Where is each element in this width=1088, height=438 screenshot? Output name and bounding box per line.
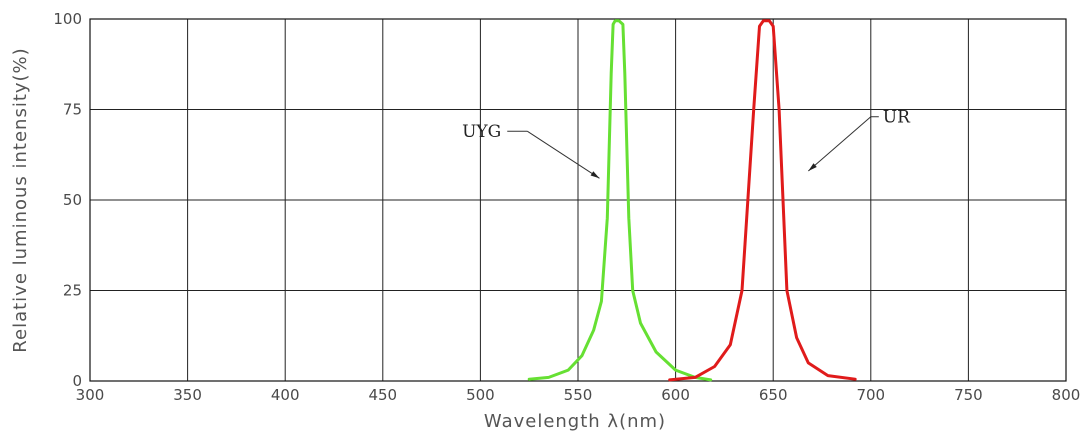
y-tick-label: 75	[63, 101, 82, 119]
x-tick-label: 400	[271, 386, 300, 404]
x-axis-title: Wavelength λ(nm)	[484, 411, 666, 432]
annotation-arrowhead	[808, 163, 817, 172]
y-tick-labels: 0 25 50 75 100	[53, 10, 82, 390]
x-tick-labels: 300 350 400 450 500 550 600 650 700 750 800	[76, 386, 1081, 404]
series-line-uyg	[527, 19, 713, 382]
x-tick-label: 450	[368, 386, 397, 404]
x-tick-label: 800	[1052, 386, 1081, 404]
x-tick-label: 750	[954, 386, 983, 404]
annotation-arrowhead	[590, 171, 600, 179]
y-tick-label: 25	[63, 282, 82, 300]
series-lines	[527, 19, 857, 382]
annotations: UYG UR	[462, 108, 911, 179]
x-tick-label: 550	[564, 386, 593, 404]
series-label-uyg: UYG	[462, 122, 501, 142]
x-tick-label: 650	[759, 386, 788, 404]
series-line-ur	[668, 19, 857, 382]
y-tick-label: 50	[63, 191, 82, 209]
x-tick-label: 600	[661, 386, 690, 404]
annotation-arrow-line	[526, 130, 600, 179]
x-tick-label: 500	[466, 386, 495, 404]
x-tick-label: 350	[173, 386, 202, 404]
series-label-ur: UR	[883, 108, 911, 128]
plot-frame	[89, 18, 1067, 382]
x-tick-label: 300	[76, 386, 105, 404]
y-axis-title: Relative luminous intensity(%)	[10, 47, 31, 352]
grid	[89, 18, 1067, 382]
annotation-arrow-line	[808, 116, 872, 172]
y-tick-label: 100	[53, 10, 82, 28]
y-tick-label: 0	[72, 372, 82, 390]
x-tick-label: 700	[856, 386, 885, 404]
